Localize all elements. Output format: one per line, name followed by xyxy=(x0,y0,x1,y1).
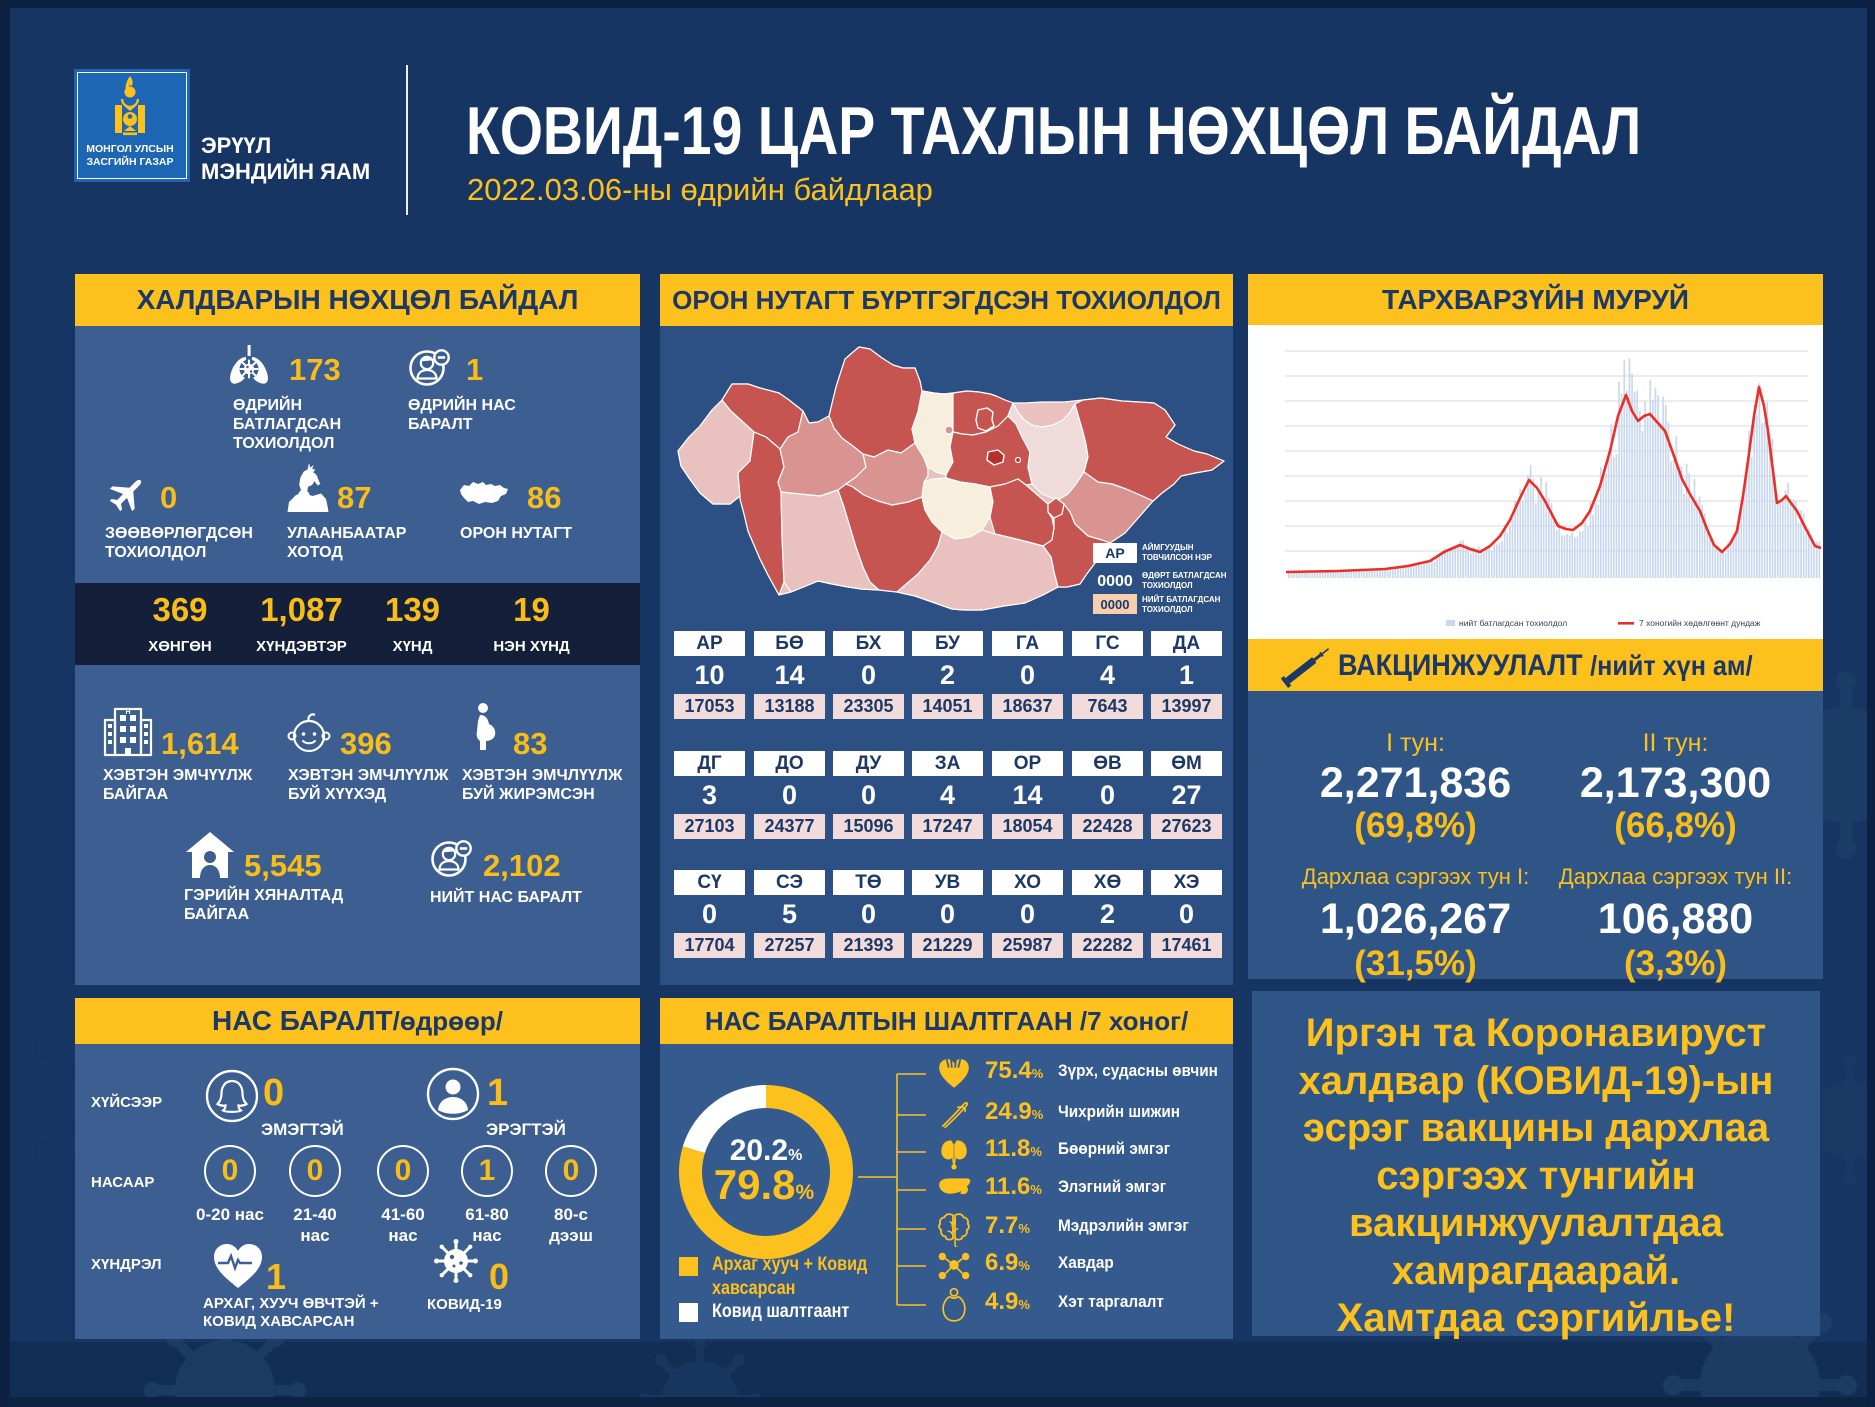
svg-text:0000: 0000 xyxy=(1097,573,1133,590)
svg-text:АЙМГУУДЫН: АЙМГУУДЫН xyxy=(1142,543,1194,552)
svg-text:ТОХИОЛДОЛ: ТОХИОЛДОЛ xyxy=(1142,605,1193,614)
svg-text:МОНГОЛ УЛСЫН: МОНГОЛ УЛСЫН xyxy=(86,143,173,155)
svg-text:ӨДӨРТ БАТЛАГДСАН: ӨДӨРТ БАТЛАГДСАН xyxy=(1142,571,1227,580)
svg-text:H: H xyxy=(125,709,130,716)
svg-text:7 хоногийн хөдөлгөөнт дундаж: 7 хоногийн хөдөлгөөнт дундаж xyxy=(1639,618,1761,628)
svg-text:0000: 0000 xyxy=(1101,597,1130,612)
svg-text:АР: АР xyxy=(1105,545,1124,561)
svg-text:ЗАСГИЙН ГАЗАР: ЗАСГИЙН ГАЗАР xyxy=(86,155,173,168)
svg-text:НИЙТ БАТЛАГДСАН: НИЙТ БАТЛАГДСАН xyxy=(1142,595,1221,604)
svg-text:нийт батлагдсан тохиолдол: нийт батлагдсан тохиолдол xyxy=(1459,618,1567,628)
svg-text:ТОВЧИЛСОН НЭР: ТОВЧИЛСОН НЭР xyxy=(1142,553,1213,562)
svg-text:ТОХИОЛДОЛ: ТОХИОЛДОЛ xyxy=(1142,581,1193,590)
